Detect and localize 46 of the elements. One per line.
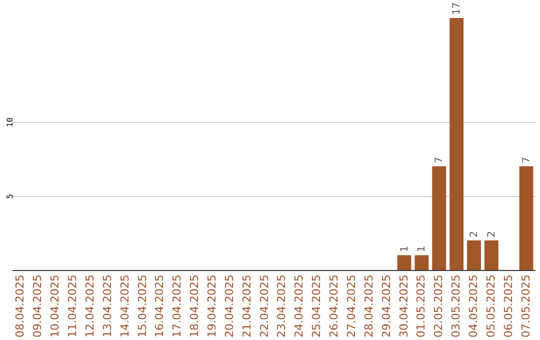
bar — [414, 255, 429, 270]
x-tick-label: 13.04.2025 — [100, 274, 114, 338]
x-tick-label: 27.04.2025 — [344, 274, 358, 338]
x-tick-label: 30.04.2025 — [397, 274, 410, 338]
data-label: 7 — [434, 156, 446, 164]
data-label: 2 — [486, 230, 498, 238]
x-tick-label: 24.04.2025 — [292, 274, 306, 338]
x-tick-label: 05.05.2025 — [484, 274, 498, 338]
x-tick-label: 11.04.2025 — [66, 274, 80, 338]
x-tick-label: 02.05.2025 — [432, 274, 446, 338]
x-tick-label: 28.04.2025 — [362, 274, 376, 338]
x-tick-label: 23.04.2025 — [275, 274, 288, 338]
x-tick-label: 17.04.2025 — [170, 274, 184, 338]
x-tick-label: 16.04.2025 — [153, 274, 166, 338]
data-label: 1 — [416, 246, 428, 252]
x-tick-label: 03.05.2025 — [450, 274, 463, 338]
x-tick-label: 25.04.2025 — [310, 274, 324, 338]
x-tick-label: 08.04.2025 — [14, 274, 27, 338]
bar — [519, 166, 534, 270]
x-tick-label: 10.04.2025 — [48, 274, 62, 338]
data-label: 7 — [521, 156, 532, 164]
x-tick-label: 26.04.2025 — [328, 274, 341, 338]
x-tick-label: 09.04.2025 — [31, 274, 44, 338]
bar — [397, 255, 412, 270]
x-tick-label: 01.05.2025 — [414, 274, 428, 338]
x-tick-label: 04.05.2025 — [466, 274, 480, 338]
x-tick-label: 07.05.2025 — [519, 274, 532, 338]
x-tick-label: 18.04.2025 — [188, 274, 202, 338]
x-tick-label: 21.04.2025 — [240, 274, 254, 338]
x-tick-label: 15.04.2025 — [136, 274, 149, 338]
x-tick-label: 12.04.2025 — [83, 274, 96, 338]
bar — [432, 166, 446, 270]
x-tick-label: 06.05.2025 — [502, 274, 515, 338]
data-label: 17 — [452, 2, 463, 15]
y-tick-label: 5 — [6, 194, 14, 199]
x-tick-label: 19.04.2025 — [205, 274, 218, 338]
data-label: 2 — [468, 230, 480, 238]
x-tick-label: 22.04.2025 — [258, 274, 271, 338]
y-tick-label: 10 — [6, 117, 14, 128]
bar — [467, 240, 481, 270]
x-tick-label: 14.04.2025 — [118, 274, 132, 338]
data-label: 1 — [399, 246, 410, 252]
x-tick-label: 20.04.2025 — [222, 274, 236, 338]
bar — [450, 18, 464, 270]
x-tick-label: 29.04.2025 — [380, 274, 393, 338]
bar — [484, 240, 498, 270]
